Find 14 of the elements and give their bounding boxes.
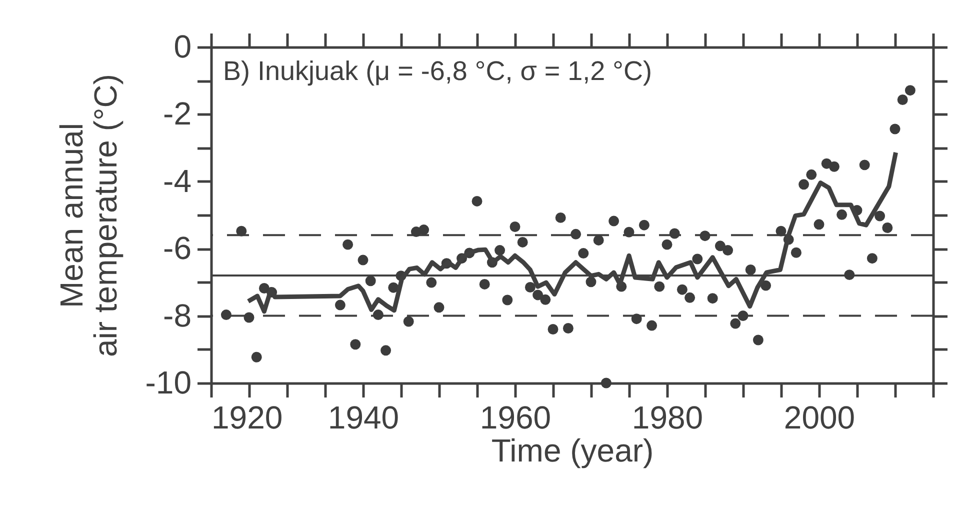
x-tick-label: 2000 [784,400,856,436]
y-tick-label: -8 [163,297,192,334]
y-tick-label: -10 [145,364,192,400]
x-tick-label: 1960 [480,400,552,436]
y-tick-label: -2 [163,96,192,132]
annotation: B) Inukjuak (μ = -6,8 °C, σ = 1,2 °C) [223,56,652,86]
y-tick-label: 0 [174,28,192,64]
x-tick-label: 1920 [212,400,283,436]
x-axis-title: Time (year) [491,432,654,468]
x-tick-label: 1940 [328,400,400,436]
y-axis-title: Mean annual air temperature (°C) [53,74,124,358]
y-tick-label: -4 [163,162,192,199]
y-tick-label: -6 [163,230,192,266]
x-tick-label: 1980 [632,400,704,436]
